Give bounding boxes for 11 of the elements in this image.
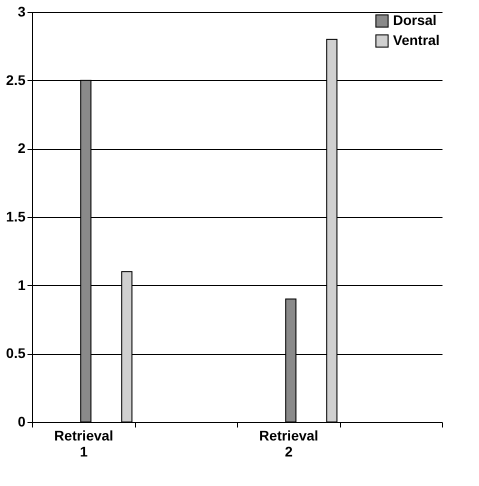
legend-label: Ventral (393, 32, 440, 48)
y-tick-label: 0 (18, 414, 26, 430)
y-tick-label: 1.5 (6, 208, 26, 224)
legend-label: Dorsal (393, 12, 437, 28)
y-tick-label: 3 (18, 4, 26, 20)
y-tick-label: 2 (18, 140, 26, 156)
y-tick-label: 2.5 (6, 72, 26, 88)
y-tick-label: 0.5 (6, 345, 26, 362)
x-tick-label: Retrieval 2 (259, 428, 318, 460)
x-tick-label: Retrieval 1 (54, 428, 114, 460)
y-tick-label: 1 (18, 276, 26, 293)
